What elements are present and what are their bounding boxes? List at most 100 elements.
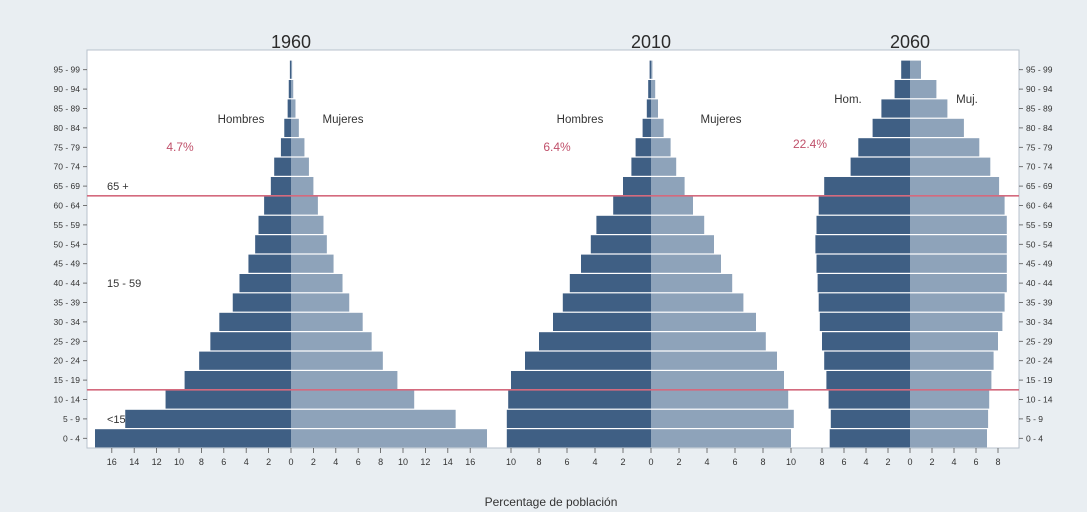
age-tick-label-right: 25 - 29 [1026, 336, 1053, 346]
bar-women-2060 [910, 390, 990, 409]
age-tick-label-left: 15 - 19 [54, 375, 81, 385]
x-tick-label: 2 [676, 457, 681, 467]
x-tick-label: 6 [973, 457, 978, 467]
bar-men-1960 [274, 157, 291, 176]
bar-women-2010 [651, 138, 671, 157]
men-label-2010: Hombres [557, 114, 604, 126]
bar-men-2060 [818, 196, 910, 215]
bar-men-2060 [818, 293, 910, 312]
x-tick-label: 8 [378, 457, 383, 467]
x-tick-label: 8 [995, 457, 1000, 467]
x-tick-label: 14 [129, 457, 139, 467]
age-tick-label-left: 30 - 34 [54, 317, 81, 327]
bar-women-2010 [651, 332, 766, 351]
bar-women-2010 [651, 118, 664, 137]
age-tick-label-left: 90 - 94 [54, 84, 81, 94]
age-tick-label-left: 55 - 59 [54, 220, 81, 230]
x-tick-label: 8 [199, 457, 204, 467]
age-tick-label-right: 85 - 89 [1026, 104, 1053, 114]
bar-men-2060 [817, 274, 910, 293]
bar-men-1960 [95, 429, 291, 448]
age-tick-label-left: 20 - 24 [54, 356, 81, 366]
x-tick-label: 8 [536, 457, 541, 467]
bar-men-2060 [850, 157, 910, 176]
bar-men-2010 [613, 196, 651, 215]
bar-men-2060 [816, 215, 910, 234]
bar-women-1960 [291, 312, 363, 331]
bar-women-2060 [910, 60, 921, 79]
x-tick-label: 6 [841, 457, 846, 467]
age-tick-label-left: 35 - 39 [54, 298, 81, 308]
bar-women-1960 [291, 99, 296, 118]
age-tick-label-right: 5 - 9 [1026, 414, 1043, 424]
bar-men-2010 [539, 332, 651, 351]
bar-women-1960 [291, 351, 383, 370]
bar-women-2060 [910, 254, 1007, 273]
bar-men-2010 [569, 274, 651, 293]
x-tick-label: 16 [465, 457, 475, 467]
bar-men-2060 [828, 390, 910, 409]
bar-men-2060 [858, 138, 910, 157]
bar-men-2010 [635, 138, 651, 157]
age-tick-label-right: 0 - 4 [1026, 433, 1043, 443]
bar-women-2060 [910, 177, 1000, 196]
x-tick-label: 10 [174, 457, 184, 467]
bar-women-2060 [910, 196, 1005, 215]
bar-women-2010 [651, 99, 658, 118]
bar-men-1960 [288, 80, 291, 99]
men-label-2060: Hom. [834, 94, 861, 106]
x-tick-label: 16 [107, 457, 117, 467]
bar-men-1960 [184, 371, 291, 390]
bar-women-2010 [651, 177, 685, 196]
bar-women-2060 [910, 157, 991, 176]
age-group-label: <15 [107, 414, 126, 426]
x-tick-label: 10 [506, 457, 516, 467]
bar-women-2060 [910, 371, 992, 390]
x-tick-label: 10 [398, 457, 408, 467]
bar-women-2060 [910, 235, 1007, 254]
x-tick-label: 2 [885, 457, 890, 467]
bar-men-2010 [506, 409, 651, 428]
bar-men-2010 [581, 254, 651, 273]
bar-women-2010 [651, 351, 777, 370]
bar-women-1960 [291, 274, 343, 293]
bar-women-2060 [910, 215, 1007, 234]
x-tick-label: 10 [786, 457, 796, 467]
age-tick-label-right: 65 - 69 [1026, 181, 1053, 191]
pct-65-plus-1960: 4.7% [166, 140, 194, 154]
age-tick-label-right: 90 - 94 [1026, 84, 1053, 94]
x-tick-label: 0 [288, 457, 293, 467]
age-tick-label-left: 0 - 4 [63, 433, 80, 443]
bar-men-2010 [511, 371, 651, 390]
bar-men-2010 [508, 390, 651, 409]
age-group-label: 65 + [107, 181, 129, 193]
age-tick-label-left: 5 - 9 [63, 414, 80, 424]
bar-men-2060 [819, 312, 910, 331]
age-tick-label-left: 75 - 79 [54, 142, 81, 152]
age-tick-label-right: 15 - 19 [1026, 375, 1053, 385]
bar-men-2060 [822, 332, 910, 351]
bar-men-1960 [280, 138, 291, 157]
bar-women-1960 [291, 60, 293, 79]
bar-women-2010 [651, 409, 794, 428]
bar-women-2060 [910, 409, 989, 428]
age-tick-label-right: 35 - 39 [1026, 298, 1053, 308]
bar-women-2060 [910, 293, 1005, 312]
bar-men-1960 [270, 177, 291, 196]
bar-men-1960 [255, 235, 291, 254]
bar-women-2060 [910, 80, 937, 99]
age-tick-label-right: 45 - 49 [1026, 259, 1053, 269]
bar-women-1960 [291, 409, 456, 428]
x-tick-label: 6 [732, 457, 737, 467]
x-tick-label: 2 [311, 457, 316, 467]
bar-men-1960 [287, 99, 291, 118]
bar-men-2010 [646, 99, 651, 118]
x-tick-label: 8 [760, 457, 765, 467]
age-tick-label-right: 80 - 84 [1026, 123, 1053, 133]
age-tick-label-right: 50 - 54 [1026, 239, 1053, 249]
bar-men-1960 [248, 254, 291, 273]
age-tick-label-left: 40 - 44 [54, 278, 81, 288]
pyramid-year-title: 2010 [631, 32, 671, 52]
